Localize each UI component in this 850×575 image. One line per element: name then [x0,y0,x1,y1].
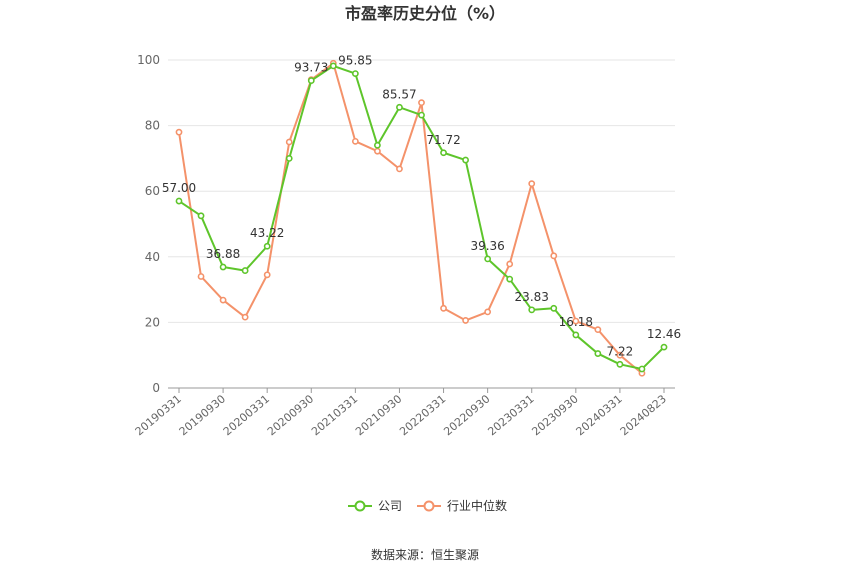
data-point-company [374,141,381,149]
series-layer [175,59,668,377]
data-point-industry-median [285,138,293,146]
data-point-company [241,267,249,274]
legend-marker [423,500,435,512]
data-label: 12.46 [647,327,681,341]
x-tick-label: 20210331 [309,392,360,438]
data-label: 71.72 [426,133,460,147]
data-point-company [484,255,492,263]
data-point-company [396,103,403,111]
data-point-company [462,156,469,164]
data-point-company [307,77,315,84]
data-point-industry-median [462,317,469,324]
x-tick-label: 20190930 [177,392,228,438]
data-point-industry-median [440,304,447,312]
data-label: 95.85 [338,54,372,68]
data-label: 43.22 [250,226,284,240]
data-point-company [285,154,293,162]
data-point-industry-median [484,308,492,316]
chart-title: 市盈率历史分位（%） [345,4,505,23]
data-label: 93.73 [294,61,328,75]
legend[interactable]: 公司 行业中位数 [348,498,507,513]
y-tick-label: 100 [137,53,160,67]
data-labels: 57.00 36.88 43.22 93.73 95.85 85.57 71.72 39.36… [162,54,681,359]
data-point-industry-median [418,99,425,107]
data-label: 85.57 [382,87,416,101]
data-label: 57.00 [162,181,196,195]
data-point-industry-median [572,317,580,325]
data-point-company [660,343,668,351]
x-tick-label: 20240823 [618,392,669,438]
data-point-company [616,360,624,368]
legend-marker [354,500,366,512]
x-tick-label: 20200930 [265,392,316,438]
data-point-industry-median [396,165,403,173]
data-point-company [197,212,205,220]
data-point-company [572,331,580,339]
data-point-industry-median [241,313,249,321]
data-point-company [263,242,271,250]
data-point-company [219,263,227,271]
data-point-company [506,275,514,283]
x-tick-label: 20230331 [485,392,536,438]
y-tick-label: 40 [145,250,160,264]
data-point-company [638,365,646,373]
data-label: 16.18 [559,315,593,329]
x-tick-label: 20210930 [353,392,404,438]
x-tick-label: 20190331 [133,392,184,438]
legend-label: 公司 [378,499,402,513]
data-point-company [351,70,359,78]
data-point-company [418,111,425,119]
data-point-industry-median [263,271,271,279]
data-point-company [440,149,447,157]
y-axis: 0 20 40 60 80 100 [137,53,160,395]
legend-label: 行业中位数 [447,498,507,513]
data-point-industry-median [616,351,624,359]
y-tick-label: 80 [145,119,160,133]
source-text: 数据来源：恒生聚源 [371,547,479,562]
data-point-company [528,306,536,314]
legend-item[interactable]: 行业中位数 [417,498,507,513]
x-axis: 2019033120190930202003312020093020210331… [133,387,675,438]
data-point-industry-median [506,260,514,268]
data-point-industry-median [197,273,205,280]
data-point-company [175,197,183,205]
y-tick-label: 60 [145,184,160,198]
x-tick-label: 20240331 [574,392,625,438]
data-label: 36.88 [206,247,240,261]
data-point-industry-median [175,128,183,136]
x-tick-label: 20220331 [397,392,448,438]
y-tick-label: 0 [152,381,160,395]
data-point-industry-median [219,296,227,304]
data-point-company [594,350,602,357]
data-point-industry-median [351,137,359,145]
data-point-industry-median [550,252,558,260]
x-tick-label: 20200331 [221,392,272,438]
series-line-industry-median [178,62,643,375]
x-tick-label: 20220930 [441,392,492,438]
data-point-industry-median [374,147,381,155]
data-label: 7.22 [607,344,634,358]
data-point-industry-median [528,180,536,188]
data-point-industry-median [594,326,602,334]
legend-item[interactable]: 公司 [348,499,402,513]
x-tick-label: 20230930 [529,392,580,438]
data-label: 39.36 [470,239,504,253]
y-tick-label: 20 [145,315,160,329]
data-label: 23.83 [515,290,549,304]
data-point-company [550,304,558,312]
grid-layer [168,59,675,323]
data-point-company [329,62,337,70]
